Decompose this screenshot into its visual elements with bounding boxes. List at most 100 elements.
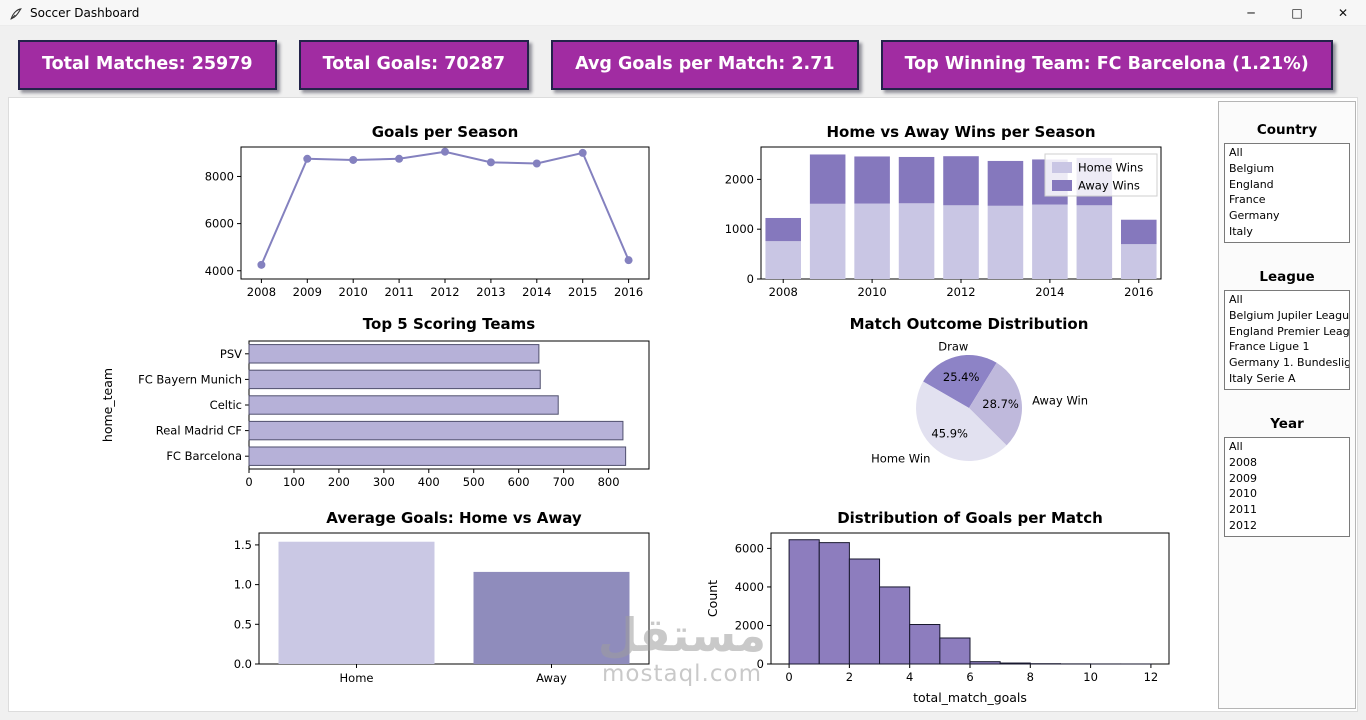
svg-text:2016: 2016 (614, 285, 643, 299)
svg-text:total_match_goals: total_match_goals (913, 690, 1027, 705)
app-icon (9, 6, 23, 20)
svg-text:2013: 2013 (476, 285, 505, 299)
league-option[interactable]: France Ligue 1 (1229, 340, 1310, 354)
league-option[interactable]: England Premier League (1229, 324, 1349, 338)
country-option[interactable]: Germany (1229, 209, 1280, 223)
svg-text:Count: Count (705, 580, 720, 617)
filter-sidebar: Country All Belgium England France Germany It… (1218, 101, 1356, 709)
home-away-wins-chart: Home vs Away Wins per Season 0 1000 2000 200… (725, 123, 1162, 299)
year-option[interactable]: 2010 (1229, 487, 1257, 501)
svg-text:Home Wins: Home Wins (1078, 161, 1143, 175)
year-filter-title: Year (1270, 416, 1304, 432)
svg-text:Match Outcome Distribution: Match Outcome Distribution (850, 315, 1089, 333)
year-option[interactable]: All (1229, 440, 1243, 453)
svg-text:Top 5 Scoring Teams: Top 5 Scoring Teams (363, 315, 536, 333)
close-button[interactable]: ✕ (1320, 0, 1366, 25)
window-title: Soccer Dashboard (30, 5, 140, 20)
dashboard-panel: Goals per Season 4000 6000 8000 2008 2009 2010… (8, 97, 1358, 712)
svg-text:1000: 1000 (725, 222, 754, 236)
svg-text:2008: 2008 (247, 285, 276, 299)
svg-text:28.7%: 28.7% (982, 397, 1019, 411)
svg-text:Home: Home (340, 671, 374, 685)
stat-total-goals: Total Goals: 70287 (298, 40, 530, 90)
svg-text:0: 0 (757, 657, 764, 671)
league-listbox[interactable]: All Belgium Jupiler League England Premier… (1224, 290, 1350, 390)
svg-text:FC Bayern Munich: FC Bayern Munich (138, 372, 242, 386)
svg-text:4000: 4000 (205, 264, 234, 278)
svg-text:0.0: 0.0 (234, 657, 252, 671)
stat-total-matches: Total Matches: 25979 (18, 40, 277, 90)
goals-per-season-chart: Goals per Season 4000 6000 8000 2008 2009 2010… (205, 123, 650, 299)
svg-text:2: 2 (846, 670, 853, 684)
svg-text:Home vs Away Wins per Season: Home vs Away Wins per Season (827, 123, 1096, 141)
svg-text:2010: 2010 (339, 285, 368, 299)
svg-text:25.4%: 25.4% (943, 370, 980, 384)
svg-text:400: 400 (418, 475, 440, 489)
svg-text:8: 8 (1027, 670, 1034, 684)
svg-text:700: 700 (553, 475, 575, 489)
svg-text:Home Win: Home Win (871, 452, 930, 466)
goals-distribution-histogram: Distribution of Goals per Match 0 2000 4000… (705, 509, 1170, 705)
svg-text:4000: 4000 (735, 580, 764, 594)
league-option[interactable]: Germany 1. Bundesliga (1229, 356, 1349, 370)
stat-avg-goals: Avg Goals per Match: 2.71 (551, 40, 859, 90)
stats-row: Total Matches: 25979 Total Goals: 70287 … (18, 40, 1333, 90)
country-option[interactable]: Belgium (1229, 161, 1275, 175)
svg-text:Goals per Season: Goals per Season (372, 123, 519, 141)
year-option[interactable]: 2009 (1229, 471, 1257, 485)
league-option[interactable]: All (1229, 293, 1243, 306)
svg-text:2014: 2014 (1035, 285, 1064, 299)
year-option[interactable]: 2011 (1229, 503, 1257, 517)
svg-text:6: 6 (966, 670, 973, 684)
svg-text:0: 0 (245, 475, 252, 489)
svg-text:1.0: 1.0 (234, 578, 252, 592)
year-listbox[interactable]: All 2008 2009 2010 2011 2012 (1224, 437, 1350, 537)
svg-text:300: 300 (373, 475, 395, 489)
svg-text:500: 500 (463, 475, 485, 489)
svg-text:2012: 2012 (430, 285, 459, 299)
svg-text:2009: 2009 (293, 285, 322, 299)
maximize-button[interactable]: □ (1274, 0, 1320, 25)
country-filter-title: Country (1256, 122, 1318, 138)
average-goals-chart: Average Goals: Home vs Away 0.0 0.5 1.0 1.5 H… (234, 509, 650, 685)
stat-top-winning-team: Top Winning Team: FC Barcelona (1.21%) (880, 40, 1333, 90)
svg-text:Draw: Draw (938, 339, 968, 353)
country-option[interactable]: England (1229, 177, 1274, 191)
svg-text:2000: 2000 (725, 172, 754, 186)
title-bar: Soccer Dashboard ─ □ ✕ (0, 0, 1366, 26)
svg-text:0: 0 (785, 670, 792, 684)
svg-text:Celtic: Celtic (210, 398, 242, 412)
year-option[interactable]: 2008 (1229, 455, 1257, 469)
minimize-button[interactable]: ─ (1228, 0, 1274, 25)
svg-text:PSV: PSV (220, 347, 242, 361)
svg-text:12: 12 (1144, 670, 1159, 684)
svg-text:Away Wins: Away Wins (1078, 179, 1140, 193)
country-option[interactable]: All (1229, 146, 1243, 159)
country-listbox[interactable]: All Belgium England France Germany Italy (1224, 143, 1350, 243)
svg-text:2012: 2012 (946, 285, 975, 299)
svg-text:200: 200 (328, 475, 350, 489)
svg-text:FC Barcelona: FC Barcelona (166, 449, 242, 463)
svg-text:45.9%: 45.9% (931, 426, 968, 440)
svg-text:Real Madrid CF: Real Madrid CF (156, 424, 242, 438)
league-option[interactable]: Belgium Jupiler League (1229, 308, 1349, 322)
year-option[interactable]: 2012 (1229, 518, 1257, 532)
svg-text:2000: 2000 (735, 618, 764, 632)
svg-text:10: 10 (1083, 670, 1098, 684)
svg-text:0.5: 0.5 (234, 617, 252, 631)
svg-text:2008: 2008 (769, 285, 798, 299)
svg-text:Away Win: Away Win (1032, 393, 1088, 407)
match-outcome-pie-chart: Match Outcome Distribution 25.4% Draw 28.7%… (850, 315, 1089, 466)
svg-text:2015: 2015 (568, 285, 597, 299)
league-option[interactable]: Italy Serie A (1229, 371, 1296, 385)
svg-text:6000: 6000 (205, 217, 234, 231)
svg-text:2016: 2016 (1124, 285, 1153, 299)
svg-text:Away: Away (536, 671, 567, 685)
top-scoring-teams-chart: Top 5 Scoring Teams 0 100 200 300 400 500 600 70… (100, 315, 650, 489)
country-option[interactable]: Italy (1229, 224, 1253, 238)
svg-text:Distribution of Goals per Matc: Distribution of Goals per Match (837, 509, 1103, 527)
svg-text:100: 100 (283, 475, 305, 489)
svg-text:8000: 8000 (205, 169, 234, 183)
country-option[interactable]: France (1229, 193, 1266, 207)
svg-text:Average Goals: Home vs Away: Average Goals: Home vs Away (326, 509, 582, 527)
